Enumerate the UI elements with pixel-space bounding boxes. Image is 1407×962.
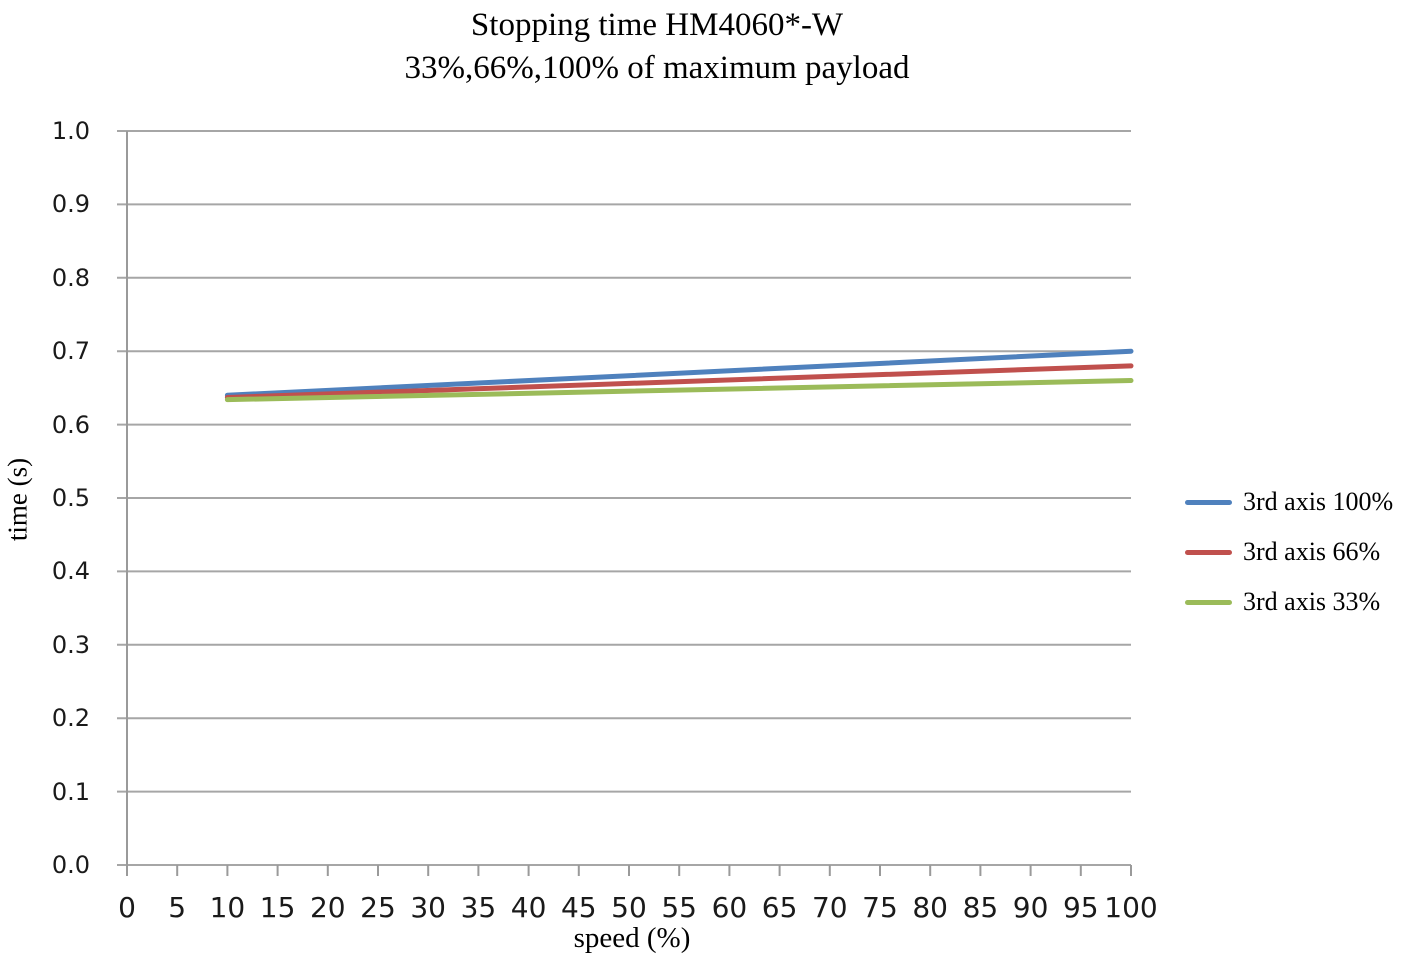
legend: 3rd axis 100% 3rd axis 66% 3rd axis 33%	[1185, 477, 1393, 627]
x-tick-label: 35	[460, 891, 497, 924]
x-tick-label: 85	[962, 891, 999, 924]
y-tick-label: 0.5	[51, 484, 90, 512]
x-tick-label: 65	[761, 891, 798, 924]
x-tick-label: 55	[661, 891, 698, 924]
y-tick-label: 0.6	[51, 410, 90, 439]
legend-line-swatch	[1185, 549, 1232, 555]
x-tick-label: 100	[1104, 891, 1158, 924]
y-tick-label: 1.0	[51, 117, 90, 145]
x-tick-label: 5	[168, 891, 187, 924]
x-tick-label: 90	[1012, 891, 1049, 924]
y-tick-label: 0.4	[51, 557, 90, 586]
legend-label: 3rd axis 100%	[1243, 487, 1394, 516]
x-tick-label: 45	[560, 891, 597, 924]
x-tick-label: 95	[1062, 891, 1099, 924]
legend-entry: 3rd axis 33%	[1185, 577, 1393, 627]
x-tick-label: 50	[611, 891, 647, 924]
y-tick-label: 0.8	[51, 263, 90, 292]
y-tick-label: 0.2	[51, 704, 90, 733]
chart-subtitle: 33%,66%,100% of maximum payload	[404, 50, 910, 86]
x-tick-label: 0	[118, 891, 136, 924]
legend-entry: 3rd axis 100%	[1185, 477, 1393, 527]
legend-line-swatch	[1185, 499, 1232, 505]
x-tick-label: 75	[862, 891, 898, 924]
x-axis-title: speed (%)	[573, 922, 691, 954]
x-tick-label: 40	[510, 891, 547, 924]
x-tick-label: 15	[259, 891, 296, 924]
line-3rd-axis-100-	[224, 348, 1134, 398]
x-tick-label: 30	[410, 891, 447, 924]
legend-label: 3rd axis 66%	[1243, 537, 1381, 566]
y-tick-label: 0.3	[51, 630, 90, 659]
legend-line-swatch	[1185, 599, 1232, 605]
line-3rd-axis-33-	[224, 378, 1134, 403]
x-tick-label: 80	[912, 891, 949, 924]
legend-entry: 3rd axis 66%	[1185, 527, 1393, 577]
chart-title: Stopping time HM4060*-W	[470, 7, 844, 43]
x-tick-label: 70	[811, 891, 848, 924]
x-tick-label: 10	[209, 891, 246, 924]
chart-title-block: Stopping time HM4060*-W 33%,66%,100% of …	[0, 4, 1314, 90]
y-tick-label: 0.9	[51, 190, 90, 219]
line-3rd-axis-66-	[224, 363, 1134, 400]
x-tick-label: 60	[711, 891, 748, 924]
legend-label: 3rd axis 33%	[1243, 587, 1381, 616]
y-axis-title: time (s)	[2, 457, 33, 542]
y-tick-label: 0.7	[51, 337, 90, 366]
y-tick-label: 0.0	[51, 851, 90, 879]
x-tick-label: 20	[309, 891, 346, 924]
y-tick-label: 0.1	[51, 777, 90, 806]
x-tick-label: 25	[360, 891, 396, 924]
